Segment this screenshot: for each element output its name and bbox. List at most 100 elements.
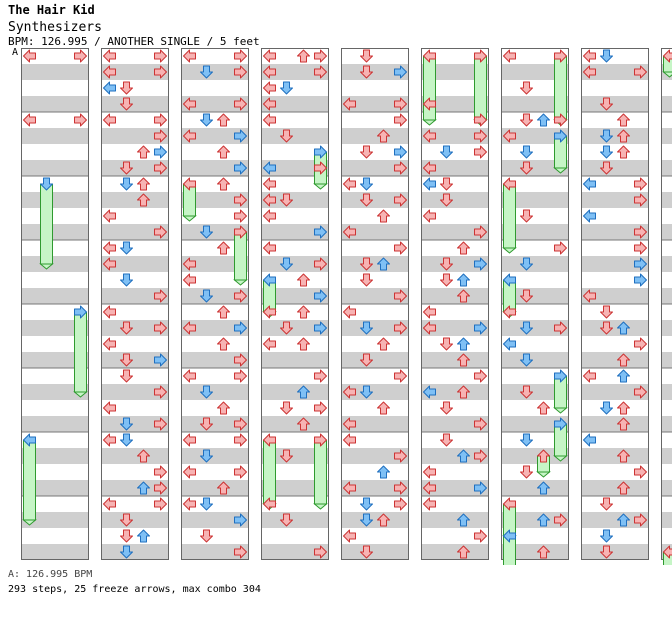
- right-arrow-icon: [554, 417, 567, 431]
- right-arrow-icon: [634, 257, 647, 271]
- beat-stripe: [581, 224, 649, 240]
- right-arrow-icon: [234, 161, 247, 175]
- right-arrow-icon: [234, 209, 247, 223]
- down-arrow-icon: [520, 465, 533, 479]
- beat-stripe: [421, 288, 489, 304]
- down-arrow-icon: [200, 65, 213, 79]
- down-arrow-icon: [600, 321, 613, 335]
- beat-stripe: [341, 320, 409, 336]
- left-arrow-icon: [423, 129, 436, 143]
- left-arrow-icon: [663, 545, 672, 559]
- right-arrow-icon: [234, 433, 247, 447]
- down-arrow-icon: [520, 257, 533, 271]
- beat-stripe: [101, 448, 169, 464]
- beat-stripe: [181, 192, 249, 208]
- right-arrow-icon: [154, 353, 167, 367]
- left-arrow-icon: [343, 417, 356, 431]
- right-arrow-icon: [234, 97, 247, 111]
- beat-stripe: [421, 512, 489, 528]
- left-arrow-icon: [183, 97, 196, 111]
- left-arrow-icon: [183, 433, 196, 447]
- beat-stripe: [581, 192, 649, 208]
- freeze-tail: [73, 391, 88, 398]
- chart-column: [421, 48, 489, 560]
- up-arrow-icon: [137, 481, 150, 495]
- beat-stripe: [21, 352, 89, 368]
- beat-stripe: [261, 352, 329, 368]
- down-arrow-icon: [280, 257, 293, 271]
- right-arrow-icon: [234, 65, 247, 79]
- up-arrow-icon: [297, 305, 310, 319]
- right-arrow-icon: [634, 513, 647, 527]
- left-arrow-icon: [343, 481, 356, 495]
- down-arrow-icon: [600, 529, 613, 543]
- beat-stripe: [101, 64, 169, 80]
- beat-stripe: [261, 224, 329, 240]
- down-arrow-icon: [360, 49, 373, 63]
- beat-stripe: [341, 416, 409, 432]
- left-arrow-icon: [103, 337, 116, 351]
- chart-column: [181, 48, 249, 560]
- beat-stripe: [501, 256, 569, 272]
- down-arrow-icon: [360, 497, 373, 511]
- right-arrow-icon: [314, 145, 327, 159]
- right-arrow-icon: [154, 161, 167, 175]
- beat-stripe: [661, 224, 672, 240]
- up-arrow-icon: [537, 449, 550, 463]
- up-arrow-icon: [297, 49, 310, 63]
- down-arrow-icon: [120, 433, 133, 447]
- freeze-arrow: [314, 439, 327, 505]
- right-arrow-icon: [314, 49, 327, 63]
- chart-column: [101, 48, 169, 560]
- down-arrow-icon: [360, 145, 373, 159]
- right-arrow-icon: [394, 369, 407, 383]
- beat-stripe: [661, 384, 672, 400]
- beat-stripe: [21, 544, 89, 560]
- beat-stripe: [661, 96, 672, 112]
- up-arrow-icon: [617, 129, 630, 143]
- right-arrow-icon: [154, 225, 167, 239]
- down-arrow-icon: [120, 161, 133, 175]
- right-arrow-icon: [314, 65, 327, 79]
- right-arrow-icon: [154, 145, 167, 159]
- beat-stripe: [181, 160, 249, 176]
- song-title: The Hair Kid: [8, 3, 95, 17]
- left-arrow-icon: [503, 337, 516, 351]
- beat-stripe: [501, 352, 569, 368]
- left-arrow-icon: [343, 385, 356, 399]
- beat-stripe: [341, 224, 409, 240]
- beat-stripe: [181, 320, 249, 336]
- beat-stripe: [101, 160, 169, 176]
- right-arrow-icon: [74, 113, 87, 127]
- right-arrow-icon: [394, 145, 407, 159]
- up-arrow-icon: [457, 241, 470, 255]
- down-arrow-icon: [360, 177, 373, 191]
- right-arrow-icon: [234, 129, 247, 143]
- left-arrow-icon: [263, 65, 276, 79]
- down-arrow-icon: [280, 321, 293, 335]
- column-border: [101, 48, 169, 560]
- left-arrow-icon: [183, 129, 196, 143]
- down-arrow-icon: [520, 289, 533, 303]
- right-arrow-icon: [154, 417, 167, 431]
- left-arrow-icon: [263, 337, 276, 351]
- beat-stripe: [421, 128, 489, 144]
- up-arrow-icon: [457, 337, 470, 351]
- freeze-tail: [536, 471, 551, 478]
- beat-stripe: [501, 416, 569, 432]
- left-arrow-icon: [343, 433, 356, 447]
- down-arrow-icon: [600, 305, 613, 319]
- left-arrow-icon: [343, 225, 356, 239]
- right-arrow-icon: [634, 385, 647, 399]
- freeze-arrow: [234, 231, 247, 281]
- down-arrow-icon: [360, 193, 373, 207]
- beat-stripe: [261, 128, 329, 144]
- right-arrow-icon: [394, 193, 407, 207]
- right-arrow-icon: [154, 481, 167, 495]
- beat-stripe: [661, 256, 672, 272]
- left-arrow-icon: [583, 289, 596, 303]
- column-border: [21, 48, 89, 560]
- right-arrow-icon: [234, 225, 247, 239]
- right-arrow-icon: [474, 529, 487, 543]
- left-arrow-icon: [183, 465, 196, 479]
